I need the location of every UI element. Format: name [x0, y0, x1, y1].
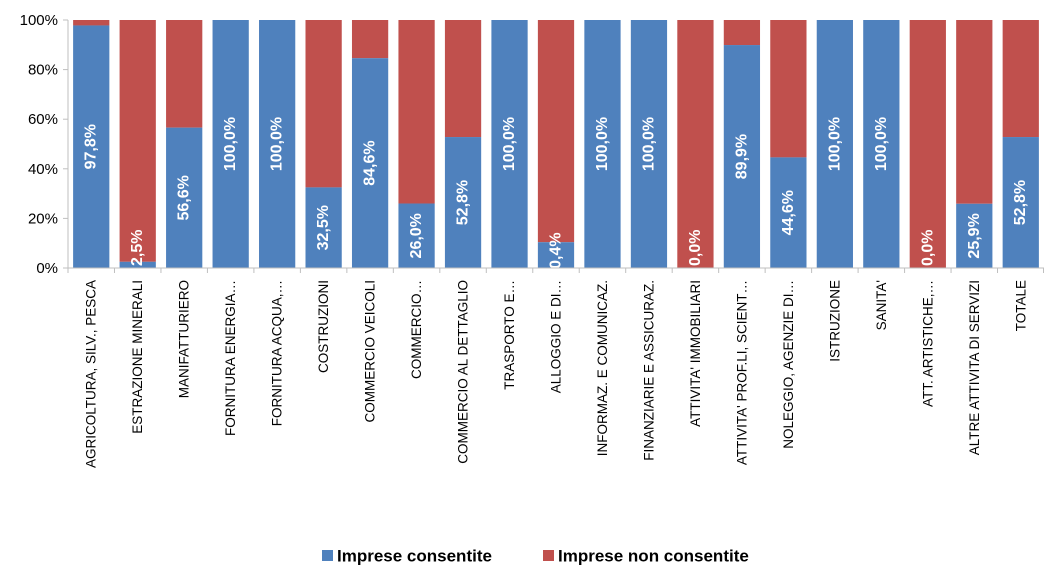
x-category-label: ALLOGGIO E DI… [549, 280, 564, 393]
bar-imprese-non-consentite [956, 20, 993, 204]
bar-imprese-consentite [956, 203, 993, 268]
y-tick-label: 20% [28, 210, 58, 227]
data-label: 52,8% [1012, 180, 1029, 225]
bar-imprese-consentite [212, 20, 249, 268]
bar-imprese-non-consentite [723, 20, 761, 46]
bar-imprese-consentite [537, 242, 575, 268]
x-category-label: FORNITURA ENERGIA… [223, 280, 238, 436]
x-category-label: AGRICOLTURA, SILV., PESCA [84, 280, 99, 468]
x-category-label: COMMERCIO VEICOLI [363, 280, 378, 423]
y-axis: 0% 20% 40% 60% 80% 100% [20, 12, 69, 277]
x-category-label: COMMERCIO… [409, 280, 424, 379]
bar-imprese-consentite [630, 20, 668, 268]
bar-imprese-non-consentite [166, 20, 203, 128]
data-label: 0,0% [919, 230, 936, 266]
y-tick-label: 80% [28, 62, 58, 79]
x-category-label: FORNITURA ACQUA,… [270, 280, 285, 426]
bar-imprese-consentite [305, 187, 342, 268]
y-tick-label: 60% [28, 111, 58, 128]
data-label: 100,0% [222, 117, 239, 171]
bar-imprese-non-consentite [398, 20, 435, 204]
data-label: 32,5% [315, 205, 332, 250]
bar-imprese-consentite [584, 20, 621, 268]
bar-imprese-consentite [770, 157, 807, 268]
bar-imprese-consentite [816, 20, 853, 268]
x-category-label: ATTIVITA' PROF.LI, SCIENT… [734, 280, 749, 465]
bar-imprese-non-consentite [444, 20, 482, 138]
y-tick-label: 100% [20, 12, 58, 29]
data-label: 25,9% [966, 213, 983, 258]
legend-label: Imprese non consentite [558, 547, 749, 566]
x-category-label: ESTRAZIONE MINERALI [130, 280, 145, 434]
data-label: 2,5% [129, 230, 146, 266]
bar-imprese-consentite [444, 137, 482, 268]
x-category-label: ATT. ARTISTICHE,… [920, 280, 935, 407]
bar-imprese-non-consentite [537, 20, 575, 243]
bar-imprese-non-consentite [73, 20, 110, 26]
bar-imprese-non-consentite [1002, 20, 1039, 138]
bar-imprese-consentite [491, 20, 528, 268]
y-tick-label: 40% [28, 161, 58, 178]
bar-imprese-consentite [351, 58, 389, 268]
bar-imprese-non-consentite [677, 20, 714, 268]
data-label: 100,0% [501, 117, 518, 171]
bar-imprese-non-consentite [119, 20, 156, 262]
bar-imprese-consentite [398, 203, 435, 268]
data-label: 100,0% [826, 117, 843, 171]
data-label: 100,0% [640, 117, 657, 171]
bar-imprese-non-consentite [770, 20, 807, 158]
data-label: 0,0% [687, 230, 704, 266]
x-category-label: NOLEGGIO, AGENZIE DI… [781, 280, 796, 449]
data-label: 10,4% [548, 232, 565, 277]
legend: Imprese consentite Imprese non consentite [322, 547, 749, 566]
bars: 97,8% 2,5% 56,6% 100,0% 100,0% 32,5% 84,6% 26,0… [73, 20, 1039, 278]
bar-imprese-consentite [73, 25, 110, 269]
x-category-label: INFORMAZ. E COMUNICAZ. [595, 280, 610, 456]
x-category-label: COSTRUZIONI [316, 280, 331, 373]
bar-imprese-consentite [259, 20, 296, 268]
data-label: 97,8% [83, 124, 100, 169]
data-label: 26,0% [408, 213, 425, 258]
x-category-label: ALTRE ATTIVITA DI SERVIZI [967, 280, 982, 455]
x-category-label: TRASPORTO E… [502, 280, 517, 390]
data-label: 100,0% [594, 117, 611, 171]
x-category-label: SANITA' [874, 280, 889, 330]
data-label: 100,0% [269, 117, 286, 171]
bar-imprese-non-consentite [909, 20, 946, 268]
x-category-label: COMMERCIO AL DETTAGLIO [456, 280, 471, 464]
x-category-label: MANIFATTURIERO [177, 280, 192, 398]
data-label: 84,6% [362, 140, 379, 185]
bar-imprese-consentite [166, 127, 203, 269]
data-label: 44,6% [780, 190, 797, 235]
legend-swatch [322, 550, 333, 561]
bar-imprese-consentite [863, 20, 900, 268]
bar-imprese-non-consentite [351, 20, 389, 59]
x-category-label: ISTRUZIONE [827, 280, 842, 362]
bar-imprese-consentite [119, 261, 156, 268]
data-label: 52,8% [455, 180, 472, 225]
bar-imprese-consentite [723, 45, 761, 268]
x-category-label: TOTALE [1013, 280, 1028, 331]
x-category-label: FINANZIARIE E ASSICURAZ. [641, 280, 656, 461]
bar-imprese-non-consentite [305, 20, 342, 188]
x-category-label: ATTIVITA' IMMOBILIARI [688, 280, 703, 427]
x-axis: AGRICOLTURA, SILV., PESCA ESTRAZIONE MINE… [67, 267, 1044, 468]
data-label: 89,9% [733, 134, 750, 179]
data-label: 100,0% [873, 117, 890, 171]
data-label: 56,6% [176, 175, 193, 220]
y-tick-label: 0% [36, 260, 58, 277]
bar-imprese-consentite [1002, 137, 1039, 268]
legend-label: Imprese consentite [337, 547, 492, 566]
legend-swatch [543, 550, 554, 561]
